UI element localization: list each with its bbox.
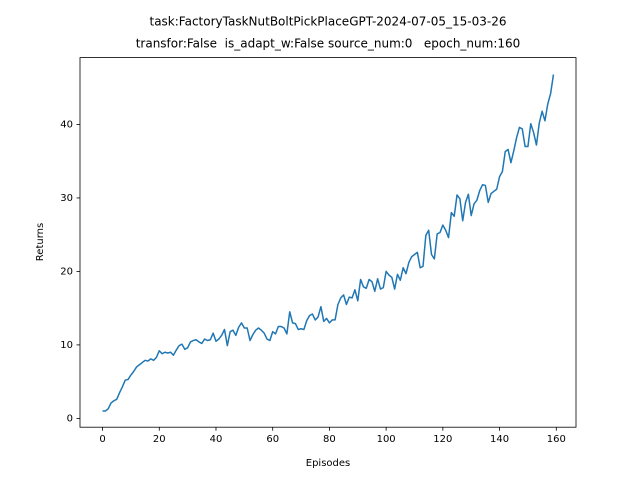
chart-title: task:FactoryTaskNutBoltPickPlaceGPT-2024… — [150, 15, 507, 29]
x-axis-label: Episodes — [306, 458, 350, 469]
y-axis-label: Returns — [35, 223, 46, 261]
x-tick-label: 100 — [377, 434, 396, 445]
x-tick-label: 60 — [266, 434, 279, 445]
y-tick-label: 20 — [60, 266, 73, 277]
plot-frame — [79, 57, 577, 428]
y-tick-label: 10 — [60, 340, 73, 351]
x-tick-label: 140 — [490, 434, 509, 445]
x-tick-label: 80 — [323, 434, 336, 445]
x-tick-label: 40 — [210, 434, 223, 445]
x-tick-label: 20 — [153, 434, 166, 445]
data-line — [102, 74, 555, 412]
chart-subtitle: transfor:False is_adapt_w:False source_n… — [136, 37, 521, 51]
y-tick-label: 0 — [67, 413, 73, 424]
x-tick-label: 0 — [99, 434, 105, 445]
x-tick-label: 160 — [547, 434, 566, 445]
y-tick-label: 40 — [60, 119, 73, 130]
y-tick-label: 30 — [60, 193, 73, 204]
x-tick-label: 120 — [433, 434, 452, 445]
